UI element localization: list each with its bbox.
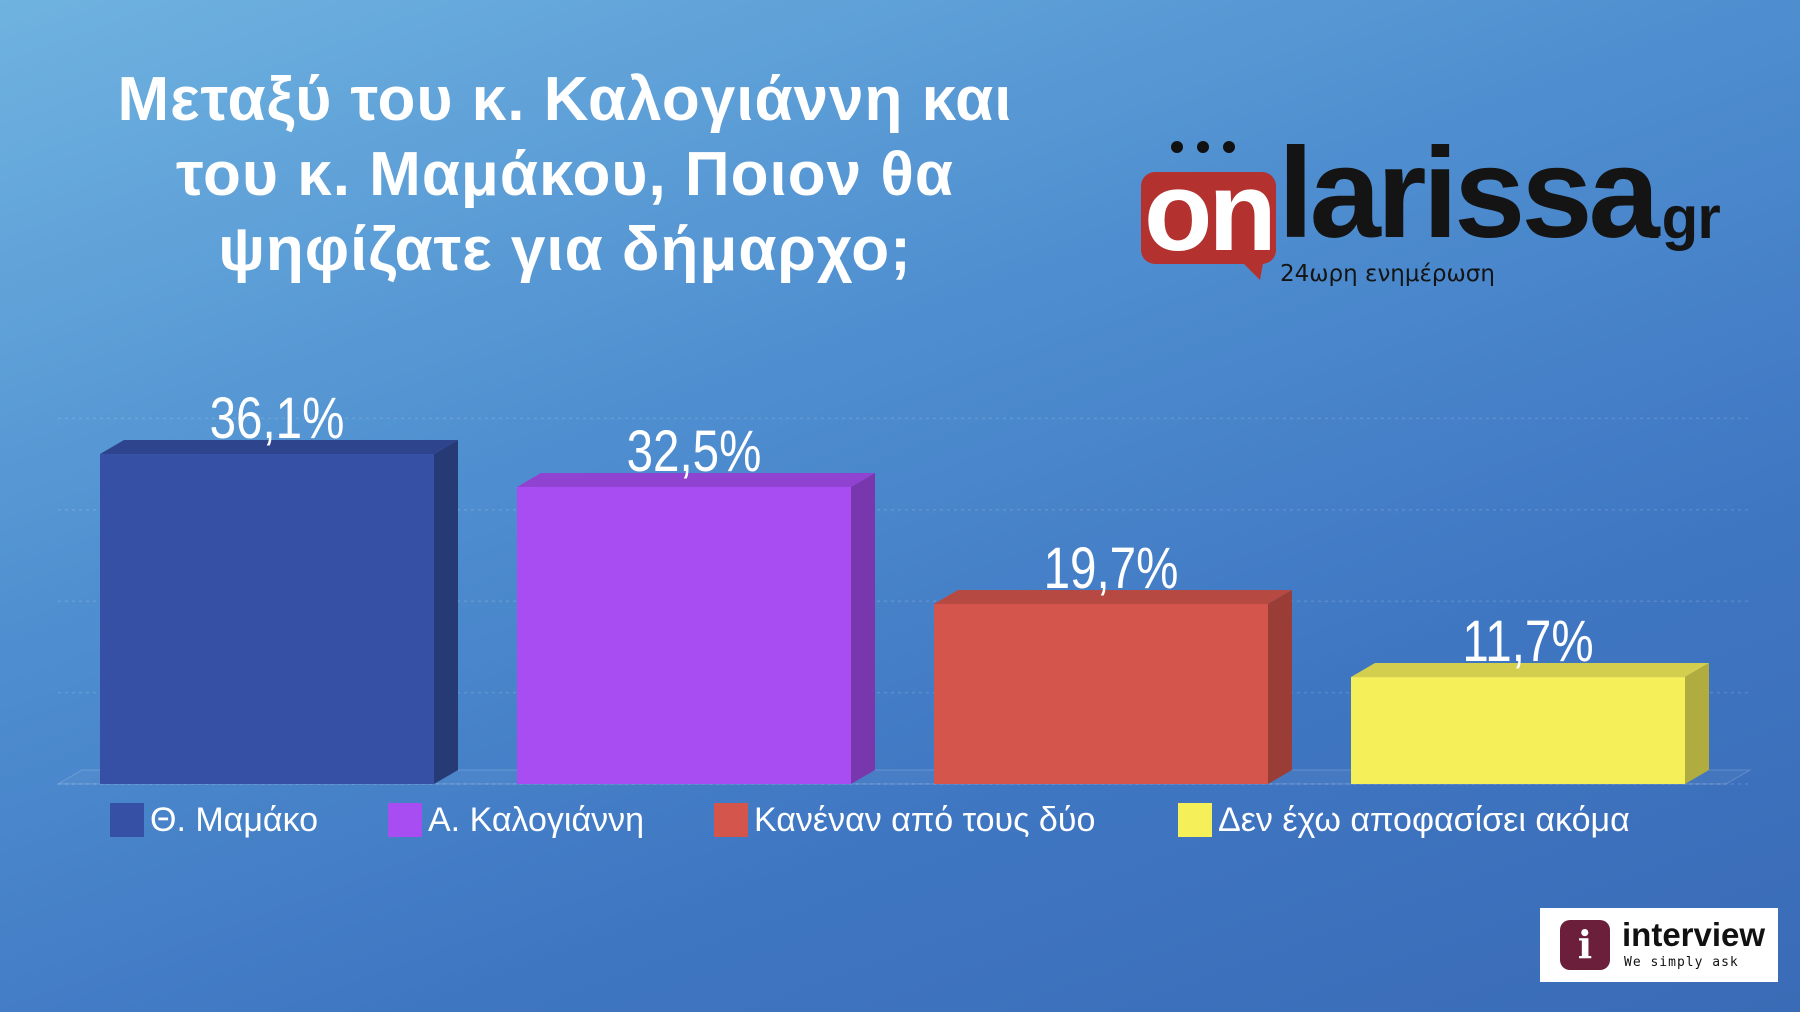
legend-label: Θ. Μαμάκο: [150, 800, 319, 839]
legend-label: Α. Καλογιάννη: [428, 800, 645, 839]
bar-side: [1685, 663, 1709, 784]
bar-value-label: 11,7%: [1462, 610, 1593, 675]
info-icon: i: [1560, 920, 1610, 970]
logo-dots-icon: [1171, 140, 1249, 158]
legend-swatch: [714, 803, 748, 837]
bar: [100, 454, 434, 784]
legend-label: Κανέναν από τους δύο: [754, 800, 1096, 839]
title-line-1: Μεταξύ του κ. Καλογιάννη και: [117, 65, 1013, 134]
logo-gr-text: .gr: [1646, 184, 1721, 251]
bar-side: [1268, 589, 1292, 784]
badge-name: interview: [1622, 916, 1766, 953]
bar-top: [1351, 663, 1709, 678]
legend-swatch: [388, 803, 422, 837]
title-line-2: του κ. Μαμάκου, Ποιον θα: [176, 140, 954, 209]
legend-label: Δεν έχω αποφασίσει ακόμα: [1218, 800, 1630, 839]
legend-item: Κανέναν από τους δύο: [714, 798, 1095, 842]
bar: [517, 486, 851, 784]
bar: [1351, 677, 1685, 784]
legend-item: Θ. Μαμάκο: [110, 798, 318, 842]
legend-swatch: [1178, 803, 1212, 837]
onlarissa-logo: on larissa .gr 24ωρη ενημέρωση: [1138, 130, 1738, 290]
bar-top: [517, 472, 875, 487]
logo-tagline: 24ωρη ενημέρωση: [1280, 261, 1495, 287]
bar-value-label: 19,7%: [1044, 537, 1179, 602]
interview-badge: i interview We simply ask: [1540, 908, 1778, 982]
legend-item: Α. Καλογιάννη: [388, 798, 644, 842]
bar-value-label: 36,1%: [210, 387, 345, 452]
logo-larissa-text: larissa: [1278, 122, 1660, 265]
bar-top: [100, 440, 458, 455]
bar-top: [934, 589, 1292, 604]
badge-slogan: We simply ask: [1624, 955, 1739, 970]
logo-speech-bubble: [1141, 172, 1276, 264]
bar-value-label: 32,5%: [627, 420, 762, 485]
legend-swatch: [110, 803, 144, 837]
bar: [934, 603, 1268, 784]
bar-side: [434, 440, 458, 784]
legend-item: Δεν έχω αποφασίσει ακόμα: [1178, 798, 1630, 842]
chart-title: Μεταξύ του κ. Καλογιάννη και του κ. Μαμά…: [40, 62, 1090, 287]
logo-on-text: on: [1144, 149, 1277, 274]
title-line-3: ψηφίζατε για δήμαρχο;: [218, 215, 912, 284]
chart-legend: Θ. Μαμάκο Α. Καλογιάννη Κανέναν από τους δ…: [0, 798, 1800, 842]
bar-side: [851, 472, 875, 784]
logo-bubble-tail: [1238, 258, 1264, 280]
